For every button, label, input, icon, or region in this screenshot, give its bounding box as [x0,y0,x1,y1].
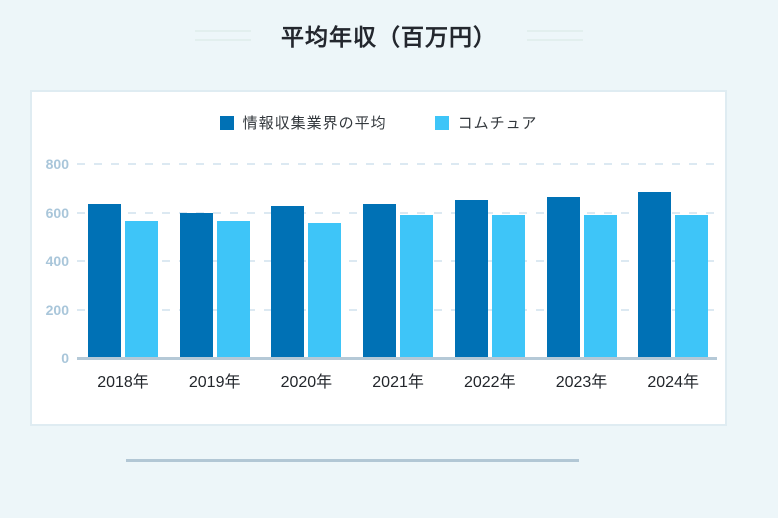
page-title: 平均年収（百万円） [281,24,497,50]
chart-legend: 情報収集業界の平均 コムチュア [32,112,725,133]
bar-comture-2019年 [216,221,250,358]
bar-industry-average-2021年 [363,204,397,358]
bar-comture-2020年 [308,223,342,358]
bar-comture-2021年 [400,214,434,358]
gridline-200 [77,308,717,311]
gridline-400 [77,260,717,262]
x-axis-labels: 2018年 2019年 2020年 2021年 2022年 2023年 2024年 [77,368,717,392]
bar-industry-average-2020年 [271,206,305,358]
x-tick-label-2018年: 2018年 [97,374,149,391]
gridline-600 [77,211,717,214]
bar-industry-average-2023年 [546,196,580,358]
legend-item-industry-average: 情報収集業界の平均 [219,112,387,133]
title-row: 平均年収（百万円） [0,0,778,70]
x-tick-label-2020年: 2020年 [280,374,333,391]
legend-swatch-comture [434,115,449,130]
bottom-divider-line [126,459,579,462]
chart-card: 情報収集業界の平均 コムチュア 0 200 400 600 800 2018年 2019年… [30,90,727,426]
legend-swatch-industry-average [219,115,234,130]
bar-comture-2018年 [125,221,158,358]
x-tick-label-2022年: 2022年 [463,374,516,391]
x-tick-label-2023年: 2023年 [555,374,608,391]
bar-industry-average-2024年 [638,191,672,358]
y-tick-label-0: 0 [61,350,69,366]
bar-industry-average-2022年 [454,200,488,358]
legend-item-comture: コムチュア [434,112,538,133]
gridline-800 [77,163,717,165]
bar-comture-2022年 [491,214,525,358]
y-tick-label-400: 400 [45,253,69,269]
bar-comture-2024年 [675,214,709,358]
y-tick-label-200: 200 [45,301,69,318]
legend-label-industry-average: 情報収集業界の平均 [242,115,387,132]
bar-industry-average-2018年 [88,204,121,358]
x-axis-baseline [77,357,717,360]
bar-industry-average-2019年 [179,212,213,358]
y-tick-label-800: 800 [45,156,69,172]
title-decoration-left [195,29,251,41]
title-decoration-right [527,29,583,41]
x-tick-label-2024年: 2024年 [647,374,699,391]
x-tick-label-2019年: 2019年 [188,374,241,391]
bar-comture-2023年 [583,214,617,358]
plot-area: 0 200 400 600 800 [46,156,717,366]
y-tick-label-600: 600 [45,204,69,221]
x-tick-label-2021年: 2021年 [372,374,424,391]
legend-label-comture: コムチュア [457,115,538,132]
